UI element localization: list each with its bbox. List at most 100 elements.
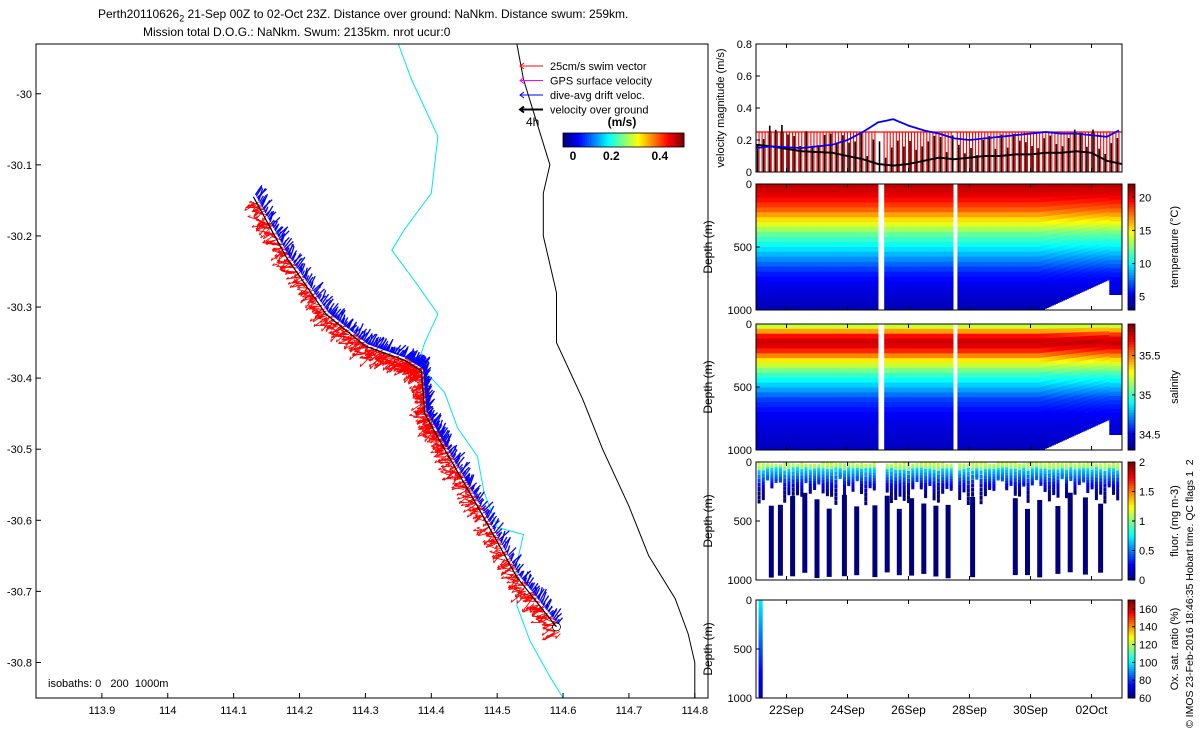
section-cell bbox=[785, 184, 789, 188]
section-cell bbox=[935, 266, 939, 272]
section-cell bbox=[908, 291, 912, 297]
swim-vector-arrowhead bbox=[466, 504, 470, 507]
drift-vector-arrow bbox=[339, 308, 345, 322]
section-cell bbox=[789, 266, 793, 272]
swim-vector-arrow bbox=[522, 600, 532, 612]
section-cell bbox=[801, 276, 806, 282]
section-cell bbox=[869, 222, 873, 228]
section-cell bbox=[946, 256, 950, 262]
section-cell bbox=[770, 197, 775, 203]
section-cell bbox=[822, 301, 826, 307]
section-cell bbox=[858, 251, 862, 257]
drift-vector-arrow bbox=[551, 608, 558, 618]
section-cell bbox=[854, 187, 859, 193]
section-cell bbox=[939, 237, 943, 243]
section-cell bbox=[834, 301, 839, 307]
section-cell bbox=[758, 184, 762, 188]
section-cell bbox=[941, 217, 945, 223]
section-cell bbox=[913, 276, 917, 282]
section-cell bbox=[904, 241, 908, 248]
section-cell bbox=[917, 251, 921, 257]
swim-vector-arrowhead bbox=[376, 351, 380, 354]
section-cell bbox=[941, 232, 945, 238]
drift-vector-arrow bbox=[354, 326, 359, 335]
drift-vector-arrow bbox=[443, 433, 450, 444]
section-cell bbox=[816, 281, 820, 287]
section-cell bbox=[833, 192, 837, 198]
section-cell bbox=[816, 286, 820, 292]
section-cell bbox=[845, 266, 850, 272]
section-cell bbox=[803, 184, 808, 188]
swim-vector-arrowhead bbox=[386, 366, 388, 370]
section-cell bbox=[942, 232, 947, 238]
section-cell bbox=[917, 271, 921, 277]
section-cell bbox=[776, 217, 780, 223]
section-cell bbox=[904, 291, 908, 297]
section-cell bbox=[915, 296, 919, 302]
section-cell bbox=[781, 251, 786, 257]
section-cell bbox=[902, 256, 906, 262]
section-cell bbox=[913, 237, 917, 243]
section-cell bbox=[944, 251, 948, 257]
section-cell bbox=[853, 276, 857, 282]
section-cell bbox=[770, 256, 775, 262]
section-cell bbox=[789, 246, 793, 253]
section-cell bbox=[895, 207, 899, 213]
section-cell bbox=[796, 227, 800, 233]
section-cell bbox=[814, 232, 819, 238]
section-cell bbox=[785, 237, 789, 243]
section-cell bbox=[865, 212, 870, 218]
section-cell bbox=[834, 256, 839, 262]
velocity-tick-label: 0 bbox=[746, 167, 752, 179]
swim-vector-arrowhead bbox=[411, 368, 415, 370]
section-cell bbox=[783, 296, 787, 302]
section-cell bbox=[811, 306, 815, 310]
drift-vector-arrow bbox=[258, 195, 264, 203]
section-cell bbox=[902, 291, 906, 297]
section-cell bbox=[851, 246, 855, 253]
section-cell bbox=[807, 291, 811, 297]
section-cell bbox=[785, 227, 789, 233]
section-cell bbox=[942, 276, 947, 282]
section-cell bbox=[829, 281, 833, 287]
section-cell bbox=[783, 271, 787, 277]
section-cell bbox=[937, 296, 941, 302]
section-cell bbox=[902, 266, 906, 272]
section-cell bbox=[781, 281, 786, 287]
section-cell bbox=[834, 207, 839, 213]
section-cell bbox=[814, 187, 819, 193]
section-cell bbox=[926, 261, 930, 267]
section-cell bbox=[887, 246, 892, 253]
section-cell bbox=[898, 246, 903, 253]
section-cell bbox=[909, 187, 914, 193]
swim-vector-arrow bbox=[535, 618, 545, 624]
section-cell bbox=[827, 251, 831, 257]
section-cell bbox=[919, 187, 923, 193]
drift-vector-arrow bbox=[423, 364, 429, 377]
section-cell bbox=[893, 212, 897, 218]
section-cell bbox=[893, 197, 897, 203]
section-cell bbox=[865, 301, 870, 307]
swim-vector-arrowhead bbox=[502, 558, 506, 562]
section-cell bbox=[836, 227, 840, 233]
section-cell bbox=[898, 251, 903, 257]
swim-vector-arrowhead bbox=[409, 413, 413, 416]
swim-vector-arrowhead bbox=[506, 580, 510, 584]
section-cell bbox=[759, 246, 764, 253]
section-cell bbox=[834, 222, 839, 228]
section-cell bbox=[811, 286, 815, 292]
drift-vector-arrow bbox=[415, 357, 420, 365]
section-cell bbox=[873, 291, 877, 297]
swim-vector-arrowhead bbox=[542, 637, 545, 641]
section-cell bbox=[798, 291, 802, 297]
section-cell bbox=[768, 187, 773, 193]
section-cell bbox=[864, 256, 868, 262]
section-cell bbox=[763, 202, 767, 208]
section-cell bbox=[887, 261, 892, 267]
section-cell bbox=[803, 207, 808, 213]
section-cell bbox=[904, 271, 908, 277]
section-cell bbox=[867, 227, 872, 233]
drift-vector-arrow bbox=[295, 258, 302, 267]
section-cell bbox=[774, 261, 778, 267]
section-cell bbox=[807, 286, 811, 292]
